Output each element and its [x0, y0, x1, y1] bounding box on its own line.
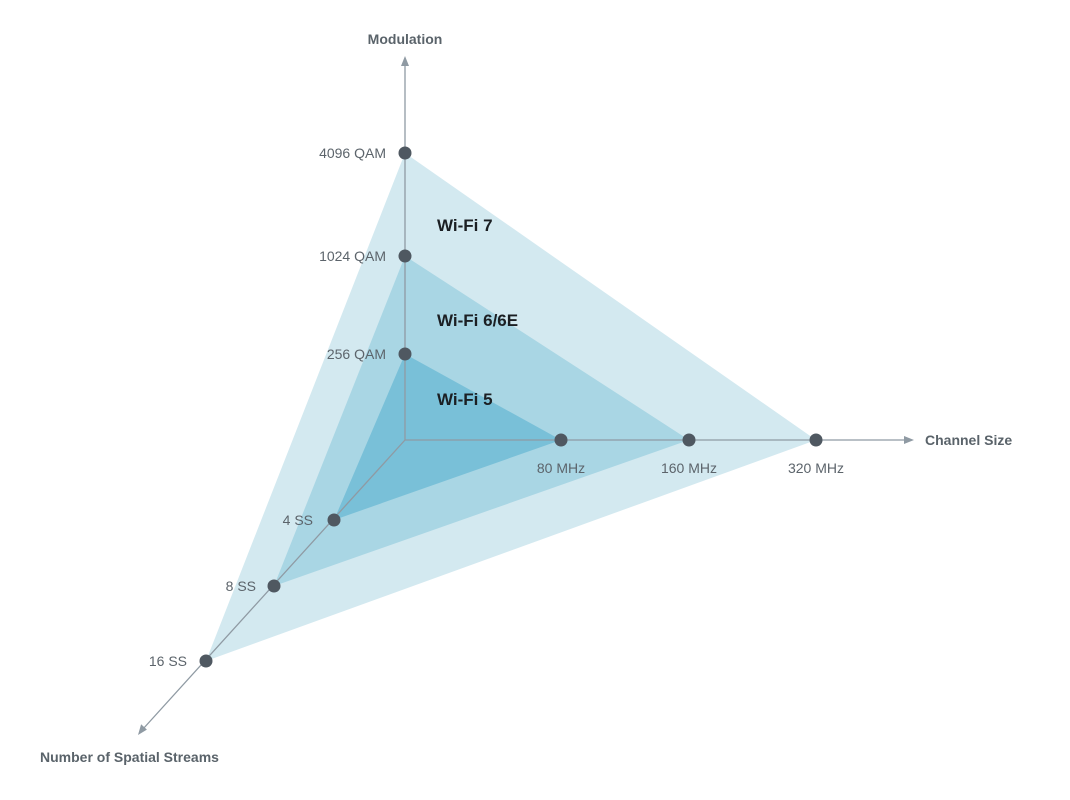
tick-label-80-mhz: 80 MHz — [537, 460, 585, 476]
point-256-qam — [398, 347, 412, 361]
channel-size-axis-title: Channel Size — [925, 432, 1012, 448]
generation-label-wifi-7: Wi-Fi 7 — [437, 216, 493, 235]
point-4096-qam — [398, 146, 412, 160]
point-8-ss — [267, 579, 281, 593]
tick-label-4-ss: 4 SS — [283, 512, 313, 528]
generation-label-wifi-5: Wi-Fi 5 — [437, 390, 493, 409]
modulation-axis-title: Modulation — [368, 31, 443, 47]
tick-label-320-mhz: 320 MHz — [788, 460, 844, 476]
tick-label-256-qam: 256 QAM — [327, 346, 386, 362]
generation-label-wifi-6-6e: Wi-Fi 6/6E — [437, 311, 518, 330]
point-320-mhz — [809, 433, 823, 447]
triangle-wifi-5 — [334, 354, 561, 520]
point-80-mhz — [554, 433, 568, 447]
point-160-mhz — [682, 433, 696, 447]
spatial-streams-axis-title: Number of Spatial Streams — [40, 749, 219, 765]
tick-label-1024-qam: 1024 QAM — [319, 248, 386, 264]
point-16-ss — [199, 654, 213, 668]
tick-label-160-mhz: 160 MHz — [661, 460, 717, 476]
point-4-ss — [327, 513, 341, 527]
point-1024-qam — [398, 249, 412, 263]
tick-label-4096-qam: 4096 QAM — [319, 145, 386, 161]
tick-label-16-ss: 16 SS — [149, 653, 187, 669]
tick-label-8-ss: 8 SS — [226, 578, 256, 594]
